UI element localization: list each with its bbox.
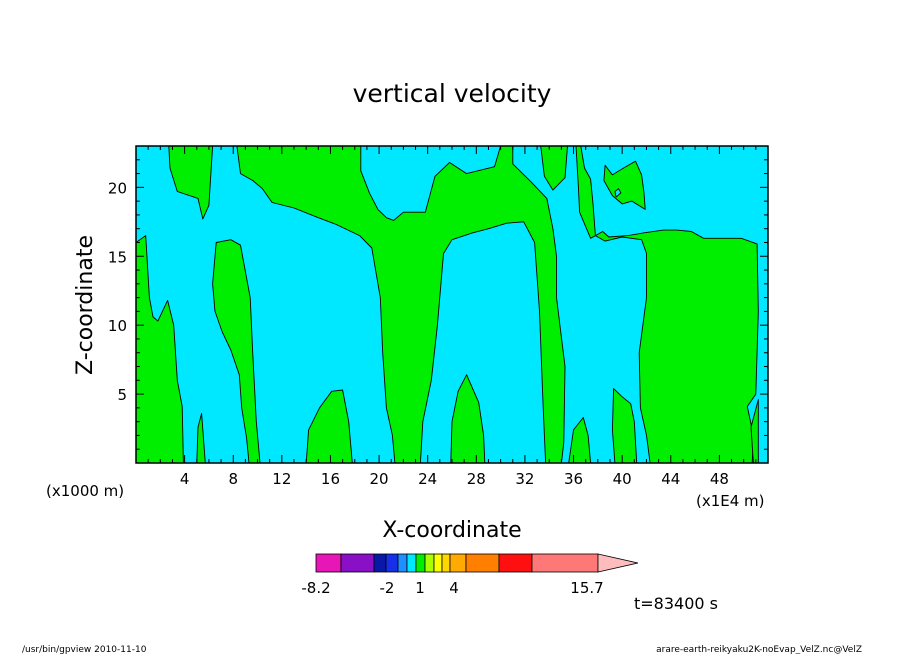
- y-tick-label: 15: [108, 248, 127, 266]
- positive-region-5: [305, 389, 353, 463]
- colorbar-tick-label: 1: [415, 579, 425, 597]
- chart-title: vertical velocity: [353, 79, 552, 108]
- positive-region-11: [603, 160, 646, 210]
- positive-region-3: [212, 239, 261, 463]
- positive-region-4: [196, 412, 206, 463]
- colorbar-swatch-8: [424, 553, 435, 573]
- colorbar-swatch-6: [406, 553, 417, 573]
- colorbar-tick-label: -8.2: [301, 579, 330, 597]
- footer-right: arare-earth-reikyaku2K-noEvap_VelZ.nc@Ve…: [656, 645, 862, 654]
- y-tick-label: 10: [108, 317, 127, 335]
- y-tick-label: 5: [117, 386, 127, 404]
- colorbar-swatch-2: [340, 553, 375, 573]
- positive-region-1: [136, 235, 184, 463]
- colorbar-swatch-5: [397, 553, 408, 573]
- colorbar-swatch-11: [449, 553, 467, 573]
- positive-region-7: [450, 374, 486, 463]
- colorbar-swatch-14: [531, 553, 599, 573]
- contour-regions: [136, 146, 759, 463]
- positive-region-13: [750, 399, 759, 463]
- x-tick-label: 4: [180, 470, 190, 488]
- positive-region-12: [611, 388, 638, 463]
- colorbar-tick-label: 4: [449, 579, 459, 597]
- positive-region-6: [236, 146, 566, 463]
- positive-region-2: [168, 146, 214, 220]
- x-axis-unit-left: (x1000 m): [46, 482, 124, 500]
- colorbar-overflow-arrow: [597, 553, 639, 573]
- negative-island-1: [614, 188, 622, 198]
- x-tick-label: 40: [613, 470, 632, 488]
- x-axis-unit-right: (x1E4 m): [696, 492, 765, 510]
- x-tick-label: 28: [467, 470, 486, 488]
- x-tick-label: 24: [418, 470, 437, 488]
- positive-region-8: [568, 417, 592, 463]
- colorbar-swatch-3: [373, 553, 387, 573]
- colorbar-swatch-9: [433, 553, 443, 573]
- colorbar-swatch-4: [385, 553, 399, 573]
- colorbar: -8.2 -2 1 4 15.7: [301, 553, 639, 597]
- x-tick-label: 44: [661, 470, 680, 488]
- x-tick-label: 16: [321, 470, 340, 488]
- colorbar-swatch-7: [415, 553, 426, 573]
- x-tick-label: 20: [370, 470, 389, 488]
- colorbar-swatch-1: [315, 553, 342, 573]
- x-tick-label: 36: [564, 470, 583, 488]
- x-tick-label: 32: [515, 470, 534, 488]
- time-label: t=83400 s: [634, 594, 718, 613]
- y-tick-label: 20: [108, 179, 127, 197]
- positive-region-9: [540, 146, 568, 191]
- y-axis: 5 10 15 20: [108, 159, 768, 450]
- x-tick-label: 12: [272, 470, 291, 488]
- colorbar-swatch-12: [465, 553, 500, 573]
- x-tick-label: 8: [228, 470, 238, 488]
- x-tick-label: 48: [710, 470, 729, 488]
- colorbar-tick-label: 15.7: [570, 579, 603, 597]
- colorbar-swatch-13: [498, 553, 533, 573]
- colorbar-swatch-10: [441, 553, 451, 573]
- x-axis-label: X-coordinate: [382, 518, 521, 543]
- x-axis: 4 8 12 16 20 24 28 32 36 40 44 48: [147, 146, 757, 488]
- positive-region-10: [575, 146, 759, 463]
- y-axis-label: Z-coordinate: [73, 235, 98, 375]
- footer-left: /usr/bin/gpview 2010-11-10: [22, 645, 147, 654]
- colorbar-tick-label: -2: [380, 579, 395, 597]
